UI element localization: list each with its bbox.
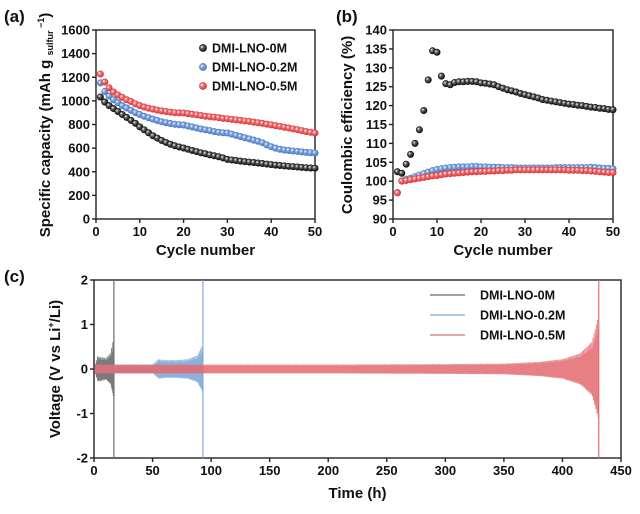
y-tick-label: -2 [76,451,88,466]
x-tick-label: 40 [562,224,576,239]
data-point [393,189,401,197]
y-tick-label: 0 [81,362,88,377]
x-tick-label: 50 [145,463,159,478]
x-tick-label: 0 [92,224,99,239]
y-axis-title: Coulombic efficiency (%) [339,36,356,214]
x-tick-label: 0 [389,224,396,239]
data-point [420,107,428,115]
data-point [424,76,432,84]
data-point [101,78,109,86]
legend-marker [199,63,207,71]
y-tick-label: 800 [68,117,90,132]
series-dmi-lno-0m [393,47,617,177]
x-axis-title: Time (h) [328,485,386,502]
legend-label: DMI-LNO-0M [480,289,555,303]
x-tick-label: 50 [308,224,322,239]
legend-label: DMI-LNO-0.5M [480,329,565,343]
series-dmi-lno-0.5m [393,166,617,197]
series-dmi-lno-0.5m [94,280,600,458]
y-tick-label: -1 [76,406,88,421]
x-axis-title: Cycle number [156,242,255,259]
y-tick-label: 0 [83,212,90,227]
y-axis-title: Voltage (V vs Li+/Li) [46,300,64,438]
y-tick-label: 90 [373,212,387,227]
x-tick-label: 40 [264,224,278,239]
x-tick-label: 20 [176,224,190,239]
y-tick-label: 105 [365,155,387,170]
data-point [433,48,441,56]
x-axis-title: Cycle number [453,242,552,259]
y-axis-title: Specific capacity (mAh g sulfur −1) [36,13,55,238]
x-tick-label: 30 [518,224,532,239]
data-point [437,72,445,80]
y-tick-label: 110 [366,136,387,151]
x-tick-label: 10 [133,224,147,239]
legend-marker [199,82,207,90]
panel-c-label: (c) [4,267,25,286]
legend-label: DMI-LNO-0M [212,42,287,56]
y-tick-label: 2 [81,273,88,288]
x-tick-label: 400 [552,463,574,478]
x-tick-label: 200 [317,463,339,478]
y-tick-label: 95 [373,193,387,208]
y-tick-label: 1200 [61,70,90,85]
data-point [311,129,319,137]
data-point [609,169,617,177]
data-point [311,164,319,172]
y-tick-label: 140 [365,23,387,38]
plot-frame [392,29,614,220]
y-tick-label: 1400 [61,46,90,61]
panel-a-capacity-chart: 0 10 20 30 40 50 0 200 400 600 800 1000 1200 1400 1600… [36,13,322,259]
data-point [402,160,410,168]
y-tick-label: 1000 [61,93,90,108]
y-tick-label: 135 [365,41,387,56]
voltage-trace [94,320,599,418]
y-tick-label: 1600 [61,23,90,38]
data-point [96,70,104,78]
data-point [609,106,617,114]
series-dmi-lno-0m [96,93,319,172]
y-tick-label: 600 [68,141,90,156]
data-point [407,150,415,158]
series-dmi-lno-0.5m [96,70,319,137]
panel-b-coulombic-efficiency-chart: 0 10 20 30 40 50 90 95 100 105 110 115 120 125 130 135 1… [339,23,620,260]
y-tick-label: 120 [365,98,387,113]
x-tick-label: 30 [220,224,234,239]
data-point [311,149,319,157]
y-tick-label: 100 [365,174,387,189]
y-tick-label: 200 [68,188,90,203]
y-tick-label: 115 [366,117,387,132]
panel-b-label: (b) [336,7,358,26]
legend-label: DMI-LNO-0.2M [480,309,565,323]
y-tick-label: 125 [365,79,387,94]
data-point [398,169,406,177]
data-point [415,126,423,134]
legend-label: DMI-LNO-0.2M [212,61,297,75]
x-tick-label: 100 [200,463,222,478]
x-tick-label: 350 [493,463,515,478]
y-tick-label: 1 [81,317,88,332]
x-tick-label: 20 [474,224,488,239]
x-tick-label: 50 [606,224,620,239]
x-tick-label: 450 [610,463,632,478]
x-tick-label: 10 [430,224,444,239]
legend-label: DMI-LNO-0.5M [212,80,297,94]
y-tick-label: 400 [68,164,90,179]
panel-c-voltage-profile-chart: 0 50 100 150 200 250 300 350 400 450 -2 -1 0 1 2 Time (… [46,273,632,503]
x-tick-label: 300 [434,463,456,478]
x-tick-label: 0 [90,463,97,478]
y-tick-label: 130 [365,60,387,75]
x-tick-label: 250 [376,463,398,478]
x-tick-label: 150 [259,463,281,478]
data-point [96,93,104,101]
legend-marker [199,44,207,52]
data-point [105,84,113,92]
series-dmi-lno-0.2m [96,79,319,157]
panel-a-label: (a) [4,7,25,26]
data-point [411,139,419,147]
